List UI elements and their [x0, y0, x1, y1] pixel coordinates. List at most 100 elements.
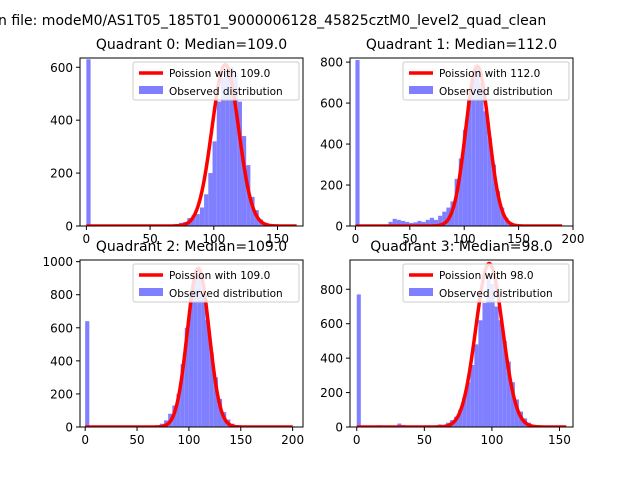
y-tick-label: 400 — [320, 352, 343, 366]
histogram-bar — [478, 320, 483, 427]
histogram-bar — [462, 129, 468, 226]
legend-box — [402, 61, 570, 101]
x-tick-label: 150 — [229, 433, 252, 447]
histogram-bar — [471, 78, 476, 226]
histogram-bar — [413, 222, 418, 226]
x-tick-label: 150 — [266, 232, 289, 246]
legend: Poission with 109.0 Observed distribution — [132, 61, 300, 101]
x-tick-label: 150 — [548, 433, 571, 447]
histogram-bar — [208, 173, 213, 226]
plot-area — [86, 59, 297, 226]
legend-bar-swatch — [409, 86, 433, 94]
histogram-bar — [233, 75, 238, 226]
legend-box — [132, 61, 300, 101]
histogram-bar — [470, 365, 475, 427]
y-tick-label: 0 — [65, 220, 73, 234]
figure-suptitle: n file: modeM0/AS1T05_185T01_9000006128_… — [0, 13, 546, 29]
x-tick-label: 0 — [83, 232, 91, 246]
legend-entry-fit: Poission with 112.0 — [439, 68, 540, 80]
histogram-bar — [355, 60, 360, 226]
histogram-bar — [454, 178, 459, 226]
histogram-bar — [417, 220, 422, 226]
x-tick-label: 200 — [562, 232, 585, 246]
y-tick-label: 0 — [335, 421, 343, 435]
legend-entry-observed: Observed distribution — [439, 86, 553, 98]
histogram-bar — [241, 136, 247, 226]
legend-entry-observed: Observed distribution — [169, 288, 283, 300]
histogram-bar — [494, 306, 499, 427]
y-tick-label: 800 — [50, 288, 73, 302]
histogram-bar — [400, 220, 406, 226]
histogram-bar — [184, 327, 189, 427]
y-tick-label: 600 — [320, 317, 343, 331]
histogram-bar — [502, 340, 507, 427]
histogram-bar — [85, 321, 90, 427]
subplot-title: Quadrant 1: Median=112.0 — [366, 37, 557, 53]
legend-entry-observed: Observed distribution — [169, 86, 283, 98]
y-tick-label: 400 — [50, 354, 73, 368]
histogram-bar — [462, 397, 467, 427]
histogram-bar — [405, 221, 410, 226]
histogram-bar — [195, 214, 200, 226]
x-tick-label: 0 — [353, 433, 361, 447]
y-tick-label: 800 — [320, 283, 343, 297]
histogram-bar — [506, 361, 511, 427]
histogram-bar — [425, 219, 430, 226]
poisson-fit-line — [86, 62, 297, 226]
legend-bar-swatch — [139, 86, 163, 94]
x-tick-label: 200 — [281, 433, 304, 447]
y-tick-label: 400 — [320, 138, 343, 152]
histogram-bar — [479, 82, 484, 226]
x-tick-label: 100 — [480, 433, 503, 447]
y-tick-label: 0 — [335, 220, 343, 234]
histogram-bar — [188, 289, 194, 427]
histogram-bar — [514, 399, 519, 427]
histogram-bar — [458, 158, 463, 226]
x-tick-label: 0 — [81, 433, 89, 447]
y-tick-label: 1000 — [42, 255, 73, 269]
histogram-bar — [199, 207, 205, 226]
legend-entry-fit: Poission with 98.0 — [439, 270, 534, 282]
subplot-quadrant-3: 0 50 100 150 0 200 400 600 800 Poission with 98.0… — [320, 239, 574, 447]
subplot-quadrant-0: 0 50 100 150 0 200 400 600 Poission with 109.0 Ob… — [50, 37, 304, 246]
plot-area — [356, 261, 567, 427]
histogram-bar — [498, 320, 503, 427]
histogram-bar — [429, 217, 434, 226]
legend-entry-observed: Observed distribution — [439, 288, 553, 300]
y-tick-label: 0 — [65, 421, 73, 435]
axes-frame — [349, 57, 574, 227]
x-tick-label: 50 — [402, 232, 417, 246]
histogram-bar — [442, 211, 447, 226]
x-tick-label: 50 — [142, 232, 157, 246]
histogram-bar — [458, 409, 463, 427]
histogram-bar — [216, 101, 221, 226]
subplot-title: Quadrant 2: Median=109.0 — [96, 239, 287, 255]
y-tick-label: 200 — [50, 167, 73, 181]
histogram-bar — [474, 344, 479, 427]
histogram-bar — [197, 278, 202, 427]
histogram-bar — [467, 98, 472, 226]
x-tick-label: 150 — [507, 232, 530, 246]
histogram-bar — [201, 294, 206, 427]
subplots: 0 50 100 150 0 200 400 600 Poission with 109.0 Ob… — [42, 37, 584, 447]
histogram-bar — [180, 364, 185, 427]
x-tick-label: 0 — [352, 232, 360, 246]
legend-bar-swatch — [409, 288, 433, 296]
histogram-bar — [176, 393, 181, 427]
plot-area — [85, 266, 293, 427]
histogram-bar — [433, 219, 439, 226]
histogram-bar — [237, 101, 242, 226]
x-tick-label: 100 — [177, 433, 200, 447]
histogram-bar — [396, 219, 401, 226]
y-tick-label: 200 — [320, 179, 343, 193]
histogram-bar — [213, 377, 218, 427]
legend: Poission with 98.0 Observed distribution — [402, 263, 570, 303]
histogram-bar — [500, 207, 505, 226]
axes-frame — [79, 259, 304, 428]
legend-box — [402, 263, 570, 303]
y-tick-label: 600 — [50, 321, 73, 335]
histogram-bar — [475, 68, 480, 226]
histogram-bar — [421, 221, 426, 226]
legend: Poission with 109.0 Observed distribution — [132, 263, 300, 303]
